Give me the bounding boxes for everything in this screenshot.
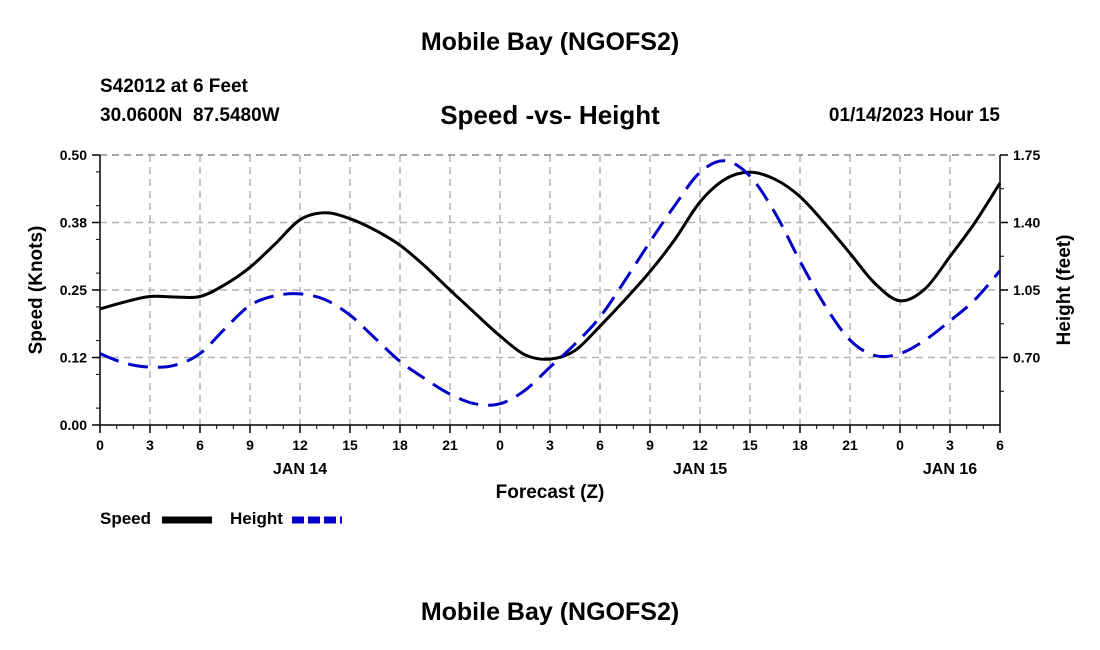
- x-tick-label: 3: [146, 437, 154, 453]
- x-tick-label: 0: [96, 437, 104, 453]
- x-tick-label: 3: [946, 437, 954, 453]
- x-tick-label: 12: [292, 437, 308, 453]
- x-tick-label: 18: [392, 437, 408, 453]
- y-right-tick-label: 1.75: [1013, 147, 1040, 163]
- y-right-tick-label: 1.05: [1013, 282, 1040, 298]
- x-tick-label: 18: [792, 437, 808, 453]
- y-right-tick-label: 0.70: [1013, 350, 1040, 366]
- y-left-tick-label: 0.12: [60, 350, 87, 366]
- station-label: S42012 at 6 Feet: [100, 76, 248, 97]
- x-date-label: JAN 16: [923, 461, 977, 478]
- x-tick-label: 0: [896, 437, 904, 453]
- legend-speed-label: Speed: [100, 509, 152, 528]
- height-series-line: [99, 159, 1002, 407]
- x-axis-label: Forecast (Z): [495, 482, 605, 503]
- x-tick-label: 6: [596, 437, 604, 453]
- x-tick-label: 9: [646, 437, 654, 453]
- x-tick-label: 12: [692, 437, 708, 453]
- footer-chart-title: Mobile Bay (NGOFS2): [420, 598, 680, 626]
- legend-height-label: Height: [230, 509, 283, 528]
- x-tick-label: 6: [196, 437, 204, 453]
- speed-series-line: [99, 170, 1002, 361]
- x-date-label: JAN 14: [273, 461, 327, 478]
- x-tick-label: 9: [246, 437, 254, 453]
- x-tick-label: 3: [546, 437, 554, 453]
- x-tick-label: 21: [842, 437, 858, 453]
- y-left-tick-label: 0.00: [60, 417, 87, 433]
- y-left-tick-label: 0.50: [60, 147, 87, 163]
- x-tick-label: 15: [742, 437, 758, 453]
- coordinates-label: 30.0600N 87.5480W: [100, 105, 280, 126]
- chart-title: Mobile Bay (NGOFS2): [420, 28, 680, 56]
- y-right-tick-label: 1.40: [1013, 215, 1040, 231]
- x-tick-label: 0: [496, 437, 504, 453]
- chart-subtitle: Speed -vs- Height: [440, 100, 660, 130]
- x-tick-label: 6: [996, 437, 1004, 453]
- x-date-label: JAN 15: [673, 461, 727, 478]
- x-tick-label: 15: [342, 437, 358, 453]
- y-left-tick-label: 0.38: [60, 215, 87, 231]
- x-tick-label: 21: [442, 437, 458, 453]
- y-left-tick-label: 0.25: [60, 282, 87, 298]
- forecast-datetime: 01/14/2023 Hour 15: [828, 105, 1000, 126]
